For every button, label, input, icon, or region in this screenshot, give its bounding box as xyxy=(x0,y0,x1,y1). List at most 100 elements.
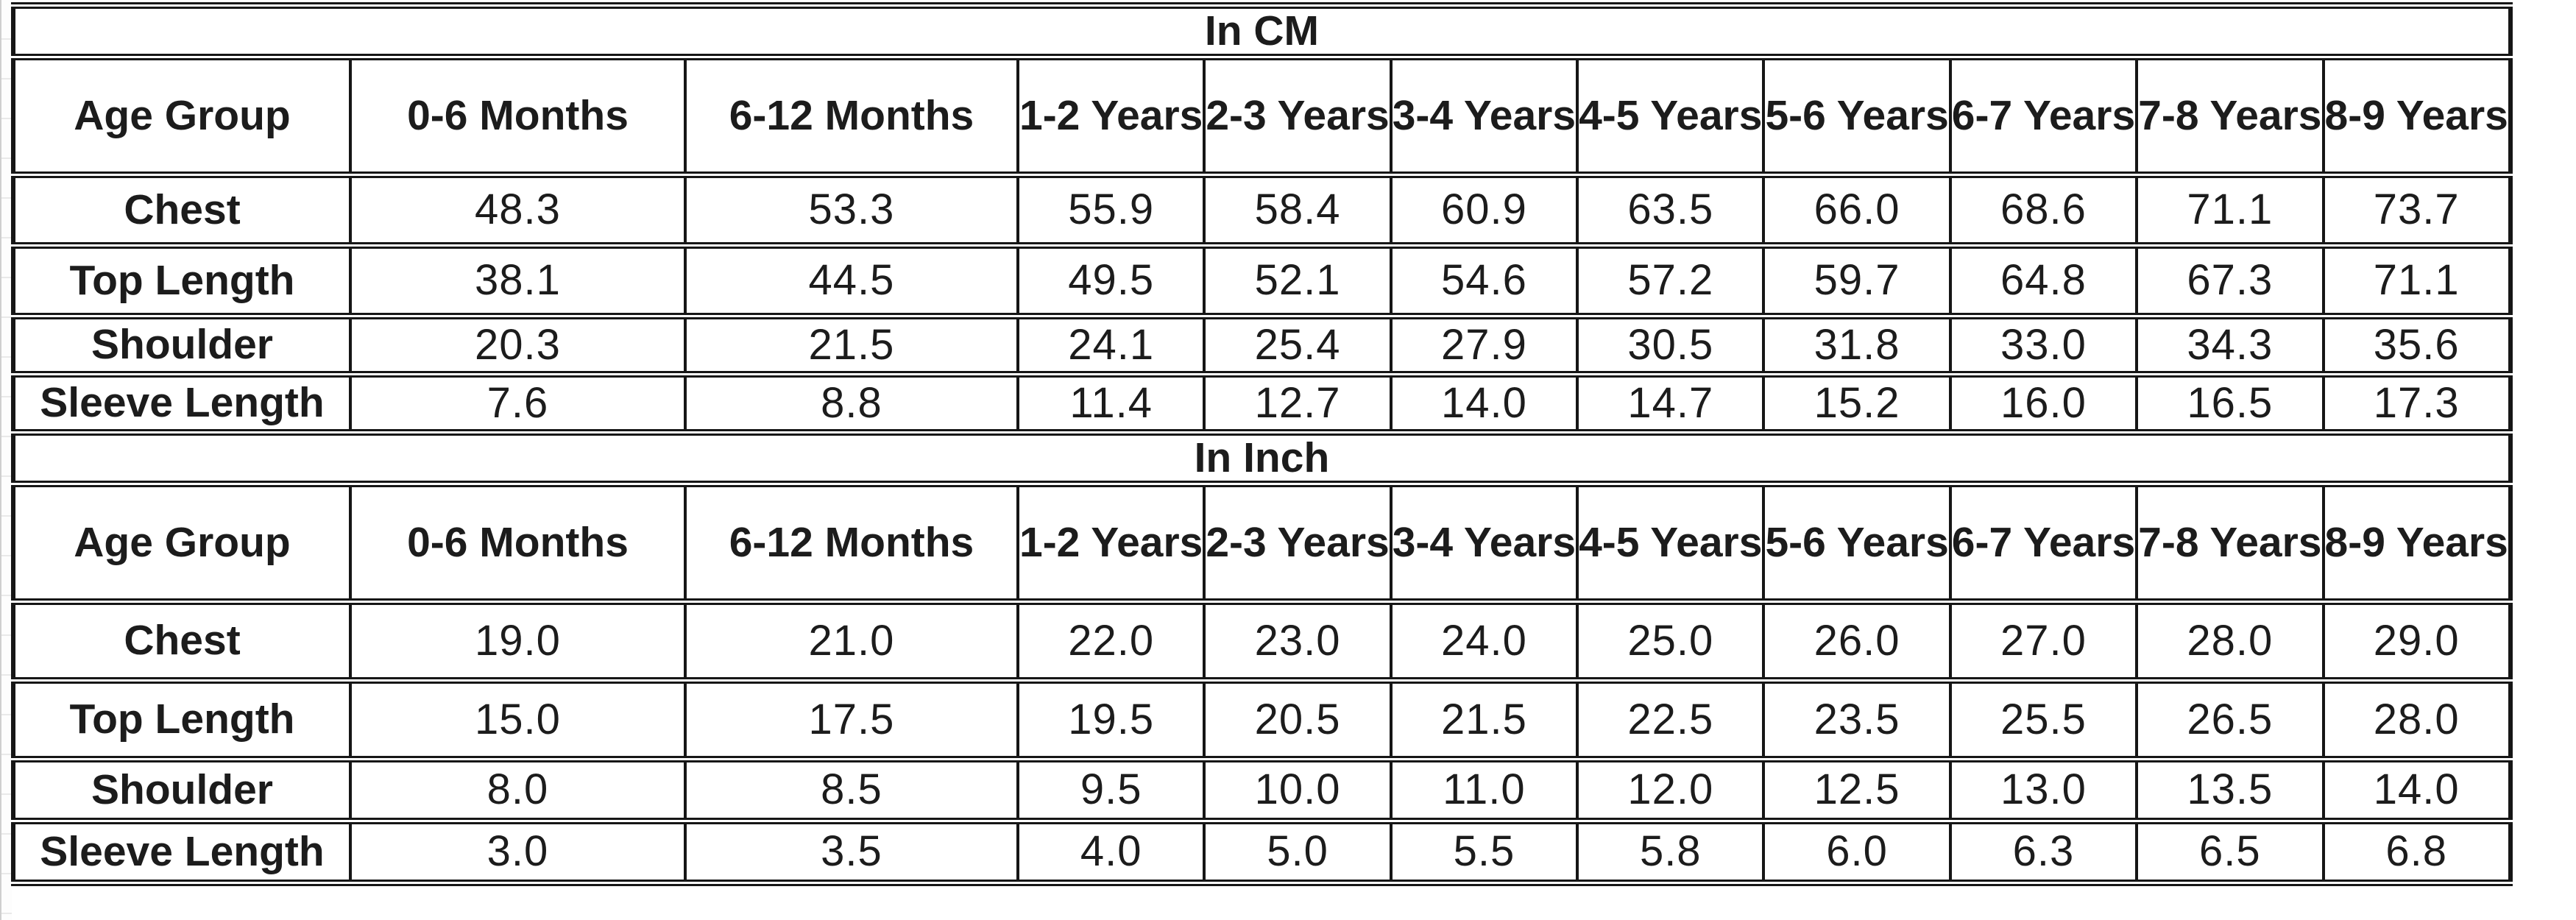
age-col-header: 5-6 Years xyxy=(1762,481,1952,605)
value-cell: 33.0 xyxy=(1948,313,2139,378)
age-col-header: 1-2 Years xyxy=(1016,54,1206,178)
size-chart-table: In CM Age Group 0-6 Months 6-12 Months 1… xyxy=(11,2,2513,886)
age-col-header: 2-3 Years xyxy=(1203,54,1393,178)
section-inch: In Inch Age Group 0-6 Months 6-12 Months… xyxy=(12,429,2512,886)
row-label: Chest xyxy=(12,598,352,684)
value-cell: 71.1 xyxy=(2135,171,2325,249)
value-cell: 5.5 xyxy=(1389,818,1579,886)
table-row-top-length-inch: Top Length 15.0 17.5 19.5 20.5 21.5 22.5… xyxy=(12,677,2512,762)
value-cell: 20.3 xyxy=(349,313,687,378)
value-cell: 23.0 xyxy=(1203,598,1393,684)
value-cell: 12.0 xyxy=(1576,756,1766,824)
value-cell: 21.5 xyxy=(684,313,1019,378)
value-cell: 34.3 xyxy=(2135,313,2325,378)
value-cell: 55.9 xyxy=(1016,171,1206,249)
age-col-header: 6-12 Months xyxy=(684,481,1019,605)
value-cell: 7.6 xyxy=(349,371,687,436)
table-row-shoulder-inch: Shoulder 8.0 8.5 9.5 10.0 11.0 12.0 12.5… xyxy=(12,756,2512,824)
row-label: Top Length xyxy=(12,677,352,762)
age-col-header: 6-12 Months xyxy=(684,54,1019,178)
age-col-header: 2-3 Years xyxy=(1203,481,1393,605)
table-row-top-length-cm: Top Length 38.1 44.5 49.5 52.1 54.6 57.2… xyxy=(12,242,2512,319)
table-row-sleeve-length-inch: Sleeve Length 3.0 3.5 4.0 5.0 5.5 5.8 6.… xyxy=(12,818,2512,886)
age-group-header: Age Group xyxy=(12,54,352,178)
row-label: Sleeve Length xyxy=(12,818,352,886)
row-label: Shoulder xyxy=(12,756,352,824)
value-cell: 8.0 xyxy=(349,756,687,824)
value-cell: 4.0 xyxy=(1016,818,1206,886)
spreadsheet-left-gutter xyxy=(0,0,12,920)
age-col-header: 4-5 Years xyxy=(1576,54,1766,178)
value-cell: 28.0 xyxy=(2321,677,2512,762)
section-title-row: In CM xyxy=(13,2,2510,60)
section-title-row: In Inch xyxy=(13,429,2510,487)
value-cell: 25.0 xyxy=(1576,598,1766,684)
value-cell: 58.4 xyxy=(1203,171,1393,249)
value-cell: 15.0 xyxy=(349,677,687,762)
age-col-header: 8-9 Years xyxy=(2321,481,2512,605)
row-label: Top Length xyxy=(12,242,352,319)
value-cell: 59.7 xyxy=(1762,242,1952,319)
value-cell: 22.5 xyxy=(1576,677,1766,762)
value-cell: 26.5 xyxy=(2135,677,2325,762)
value-cell: 60.9 xyxy=(1389,171,1579,249)
value-cell: 16.5 xyxy=(2135,371,2325,436)
value-cell: 8.5 xyxy=(684,756,1019,824)
age-col-header: 0-6 Months xyxy=(349,54,687,178)
section-title-cm: In CM xyxy=(13,2,2510,60)
value-cell: 35.6 xyxy=(2321,313,2512,378)
row-label: Sleeve Length xyxy=(12,371,352,436)
value-cell: 26.0 xyxy=(1762,598,1952,684)
value-cell: 9.5 xyxy=(1016,756,1206,824)
table-row-chest-cm: Chest 48.3 53.3 55.9 58.4 60.9 63.5 66.0… xyxy=(12,171,2512,249)
value-cell: 3.0 xyxy=(349,818,687,886)
value-cell: 16.0 xyxy=(1948,371,2139,436)
value-cell: 14.0 xyxy=(1389,371,1579,436)
age-col-header: 7-8 Years xyxy=(2135,481,2325,605)
table-row-sleeve-length-cm: Sleeve Length 7.6 8.8 11.4 12.7 14.0 14.… xyxy=(12,371,2512,436)
value-cell: 6.0 xyxy=(1762,818,1952,886)
value-cell: 28.0 xyxy=(2135,598,2325,684)
value-cell: 25.4 xyxy=(1203,313,1393,378)
section-cm: In CM Age Group 0-6 Months 6-12 Months 1… xyxy=(12,2,2512,436)
value-cell: 30.5 xyxy=(1576,313,1766,378)
value-cell: 68.6 xyxy=(1948,171,2139,249)
value-cell: 13.0 xyxy=(1948,756,2139,824)
section-title-inch: In Inch xyxy=(13,429,2510,487)
age-group-header: Age Group xyxy=(12,481,352,605)
value-cell: 5.8 xyxy=(1576,818,1766,886)
value-cell: 24.0 xyxy=(1389,598,1579,684)
value-cell: 17.5 xyxy=(684,677,1019,762)
age-col-header: 5-6 Years xyxy=(1762,54,1952,178)
value-cell: 24.1 xyxy=(1016,313,1206,378)
value-cell: 8.8 xyxy=(684,371,1019,436)
value-cell: 48.3 xyxy=(349,171,687,249)
age-col-header: 4-5 Years xyxy=(1576,481,1766,605)
value-cell: 5.0 xyxy=(1203,818,1393,886)
value-cell: 66.0 xyxy=(1762,171,1952,249)
value-cell: 19.0 xyxy=(349,598,687,684)
value-cell: 3.5 xyxy=(684,818,1019,886)
age-col-header: 3-4 Years xyxy=(1389,54,1579,178)
value-cell: 14.7 xyxy=(1576,371,1766,436)
value-cell: 6.3 xyxy=(1948,818,2139,886)
value-cell: 64.8 xyxy=(1948,242,2139,319)
value-cell: 17.3 xyxy=(2321,371,2512,436)
value-cell: 29.0 xyxy=(2321,598,2512,684)
value-cell: 53.3 xyxy=(684,171,1019,249)
age-col-header: 3-4 Years xyxy=(1389,481,1579,605)
value-cell: 23.5 xyxy=(1762,677,1952,762)
value-cell: 27.9 xyxy=(1389,313,1579,378)
value-cell: 21.0 xyxy=(684,598,1019,684)
age-header-row: Age Group 0-6 Months 6-12 Months 1-2 Yea… xyxy=(12,54,2512,178)
value-cell: 14.0 xyxy=(2321,756,2512,824)
row-label: Chest xyxy=(12,171,352,249)
value-cell: 6.8 xyxy=(2321,818,2512,886)
value-cell: 38.1 xyxy=(349,242,687,319)
value-cell: 71.1 xyxy=(2321,242,2512,319)
value-cell: 10.0 xyxy=(1203,756,1393,824)
age-header-row: Age Group 0-6 Months 6-12 Months 1-2 Yea… xyxy=(12,481,2512,605)
value-cell: 27.0 xyxy=(1948,598,2139,684)
value-cell: 54.6 xyxy=(1389,242,1579,319)
value-cell: 11.0 xyxy=(1389,756,1579,824)
